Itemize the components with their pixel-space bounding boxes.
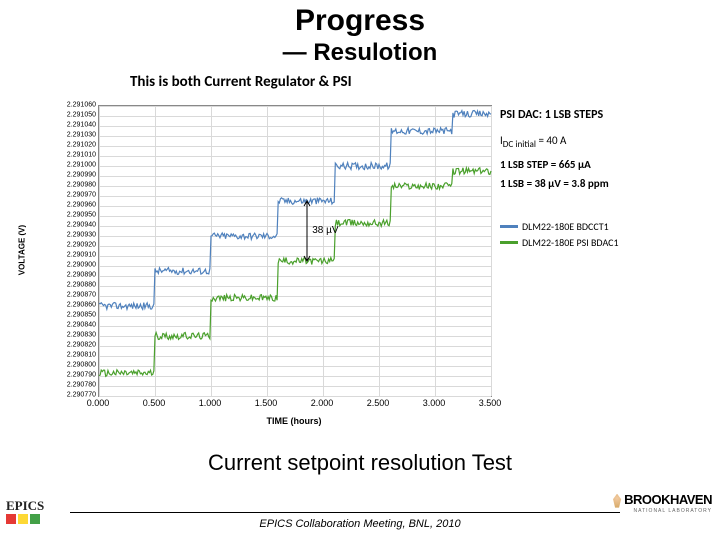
lsb-equals-line: 1 LSB = 38 µV = 3.8 ppm [500, 177, 710, 190]
gridline-horizontal [99, 396, 491, 397]
plot-area: 38 µV [98, 105, 492, 397]
y-axis-label: VOLTAGE (V) [18, 225, 27, 275]
y-tick-label: 2.290800 [38, 362, 96, 369]
page-subtitle: — Resulotion [0, 37, 720, 67]
y-tick-label: 2.290790 [38, 372, 96, 379]
x-tick-label: 3.000 [423, 398, 446, 408]
idc-subscript: DC initial [503, 139, 536, 150]
idc-initial-line: IDC initial = 40 A [500, 134, 710, 150]
idc-value: = 40 A [536, 134, 566, 147]
y-tick-label: 2.290900 [38, 262, 96, 269]
chart-container: VOLTAGE (V) 2.2910602.2910502.2910402.29… [10, 100, 710, 435]
y-tick-label: 2.290970 [38, 192, 96, 199]
footer-text: EPICS Collaboration Meeting, BNL, 2010 [0, 518, 720, 530]
y-tick-label: 2.290950 [38, 212, 96, 219]
y-tick-label: 2.290850 [38, 312, 96, 319]
y-tick-label: 2.290920 [38, 242, 96, 249]
bnl-bottom-text: NATIONAL LABORATORY [612, 508, 712, 514]
legend: DLM22-180E BDCCT1 DLM22-180E PSI BDAC1 [500, 220, 710, 252]
x-tick-label: 2.500 [367, 398, 390, 408]
y-tick-label: 2.290890 [38, 272, 96, 279]
y-tick-label: 2.290860 [38, 302, 96, 309]
y-tick-label: 2.291020 [38, 142, 96, 149]
x-tick-label: 1.500 [255, 398, 278, 408]
x-tick-label: 2.000 [311, 398, 334, 408]
y-tick-label: 2.290840 [38, 322, 96, 329]
x-tick-label: 3.500 [479, 398, 502, 408]
footer-rule [70, 512, 620, 513]
y-tick-label: 2.291010 [38, 152, 96, 159]
y-tick-label: 2.290990 [38, 172, 96, 179]
y-tick-label: 2.291050 [38, 112, 96, 119]
legend-swatch [500, 225, 518, 228]
y-tick-label: 2.291040 [38, 122, 96, 129]
epics-logo-text: EPICS [6, 498, 44, 514]
y-ticks: 2.291060 2.291050 2.291040 2.291030 2.291020… [38, 105, 96, 395]
x-tick-label: 0.000 [87, 398, 110, 408]
legend-label: DLM22-180E PSI BDAC1 [522, 236, 619, 249]
y-tick-label: 2.290960 [38, 202, 96, 209]
chart-title: This is both Current Regulator & PSI [130, 73, 720, 91]
x-ticks: 0.0000.5001.0001.5002.0002.5003.0003.500 [98, 398, 490, 412]
y-tick-label: 2.291000 [38, 162, 96, 169]
legend-item: DLM22-180E BDCCT1 [500, 220, 710, 233]
legend-label: DLM22-180E BDCCT1 [522, 220, 609, 233]
annotation-38uv: 38 µV [312, 225, 338, 236]
y-tick-label: 2.290910 [38, 252, 96, 259]
caption: Current setpoint resolution Test [0, 450, 720, 476]
x-axis-label: TIME (hours) [267, 416, 322, 426]
x-tick-label: 1.000 [199, 398, 222, 408]
lsb-step-line: 1 LSB STEP = 665 µA [500, 158, 710, 171]
y-tick-label: 2.290930 [38, 232, 96, 239]
chart-side-text: PSI DAC: 1 LSB STEPS IDC initial = 40 A … [500, 108, 710, 210]
y-tick-label: 2.290820 [38, 342, 96, 349]
legend-item: DLM22-180E PSI BDAC1 [500, 236, 710, 249]
bnl-top-text: BROOKHAVEN [624, 492, 712, 507]
brookhaven-logo: BROOKHAVEN NATIONAL LABORATORY [612, 492, 712, 514]
page-title: Progress [0, 0, 720, 37]
x-tick-label: 0.500 [143, 398, 166, 408]
annotation-arrow [304, 201, 308, 261]
y-tick-label: 2.291060 [38, 102, 96, 109]
series-line [99, 111, 491, 310]
y-tick-label: 2.290880 [38, 282, 96, 289]
footer: EPICS EPICS Collaboration Meeting, BNL, … [0, 492, 720, 540]
y-tick-label: 2.290810 [38, 352, 96, 359]
torch-icon [612, 494, 622, 508]
legend-swatch [500, 241, 518, 244]
y-tick-label: 2.290780 [38, 382, 96, 389]
series-svg [99, 106, 491, 396]
psi-dac-heading: PSI DAC: 1 LSB STEPS [500, 108, 710, 122]
y-tick-label: 2.290940 [38, 222, 96, 229]
y-tick-label: 2.290830 [38, 332, 96, 339]
gridline-vertical [491, 106, 492, 396]
y-tick-label: 2.290980 [38, 182, 96, 189]
y-tick-label: 2.290870 [38, 292, 96, 299]
y-tick-label: 2.291030 [38, 132, 96, 139]
